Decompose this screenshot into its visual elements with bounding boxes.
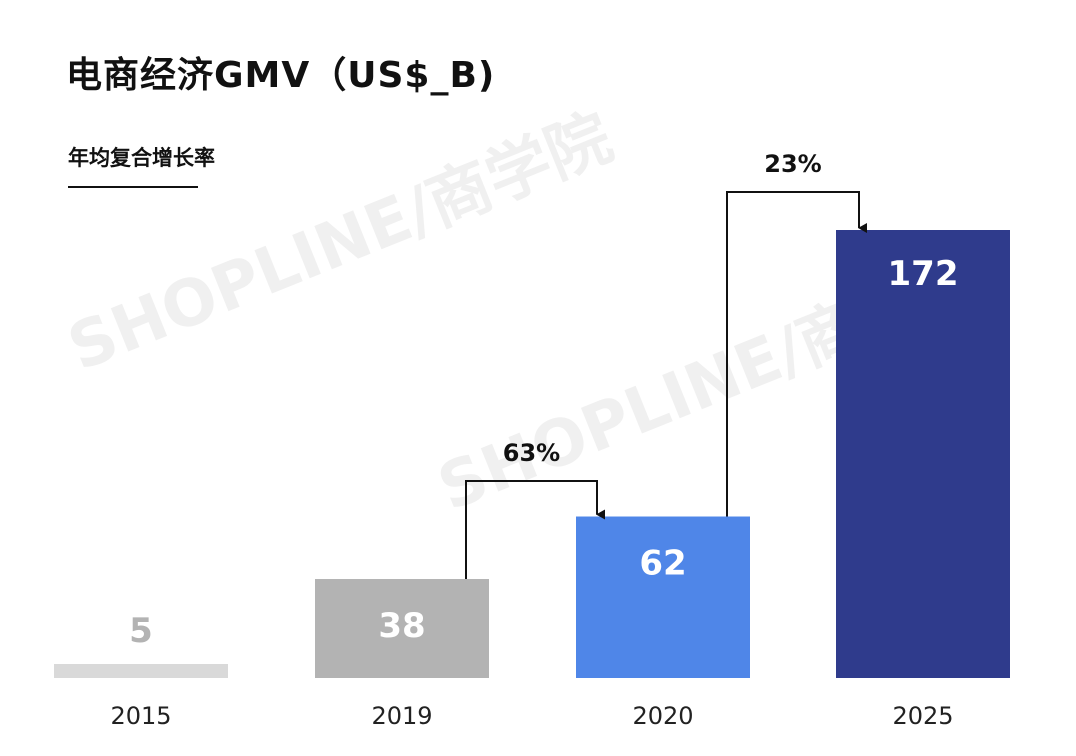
growth-arrow-2020-2025 [726, 191, 867, 517]
x-tick-2025: 2025 [892, 702, 953, 730]
bar-2020 [576, 516, 750, 678]
growth-arrow-2019-2020 [465, 480, 605, 580]
data-label-2015: 5 [129, 611, 153, 651]
data-label-2020: 62 [639, 544, 686, 584]
data-label-2025: 172 [888, 254, 959, 294]
subtitle-underline [68, 186, 198, 188]
data-label-2019: 38 [378, 606, 425, 646]
x-tick-2015: 2015 [110, 702, 171, 730]
x-tick-2019: 2019 [371, 702, 432, 730]
bar-2025 [836, 230, 1010, 678]
chart-title: 电商经济GMV（US$_B) [66, 55, 496, 96]
x-tick-2020: 2020 [632, 702, 693, 730]
bar-2015 [54, 664, 228, 678]
growth-label-2020-2025: 23% [764, 150, 821, 178]
cagr-subtitle: 年均复合增长率 [68, 146, 215, 170]
growth-label-2019-2020: 63% [503, 439, 560, 467]
bar-2019 [315, 579, 489, 678]
